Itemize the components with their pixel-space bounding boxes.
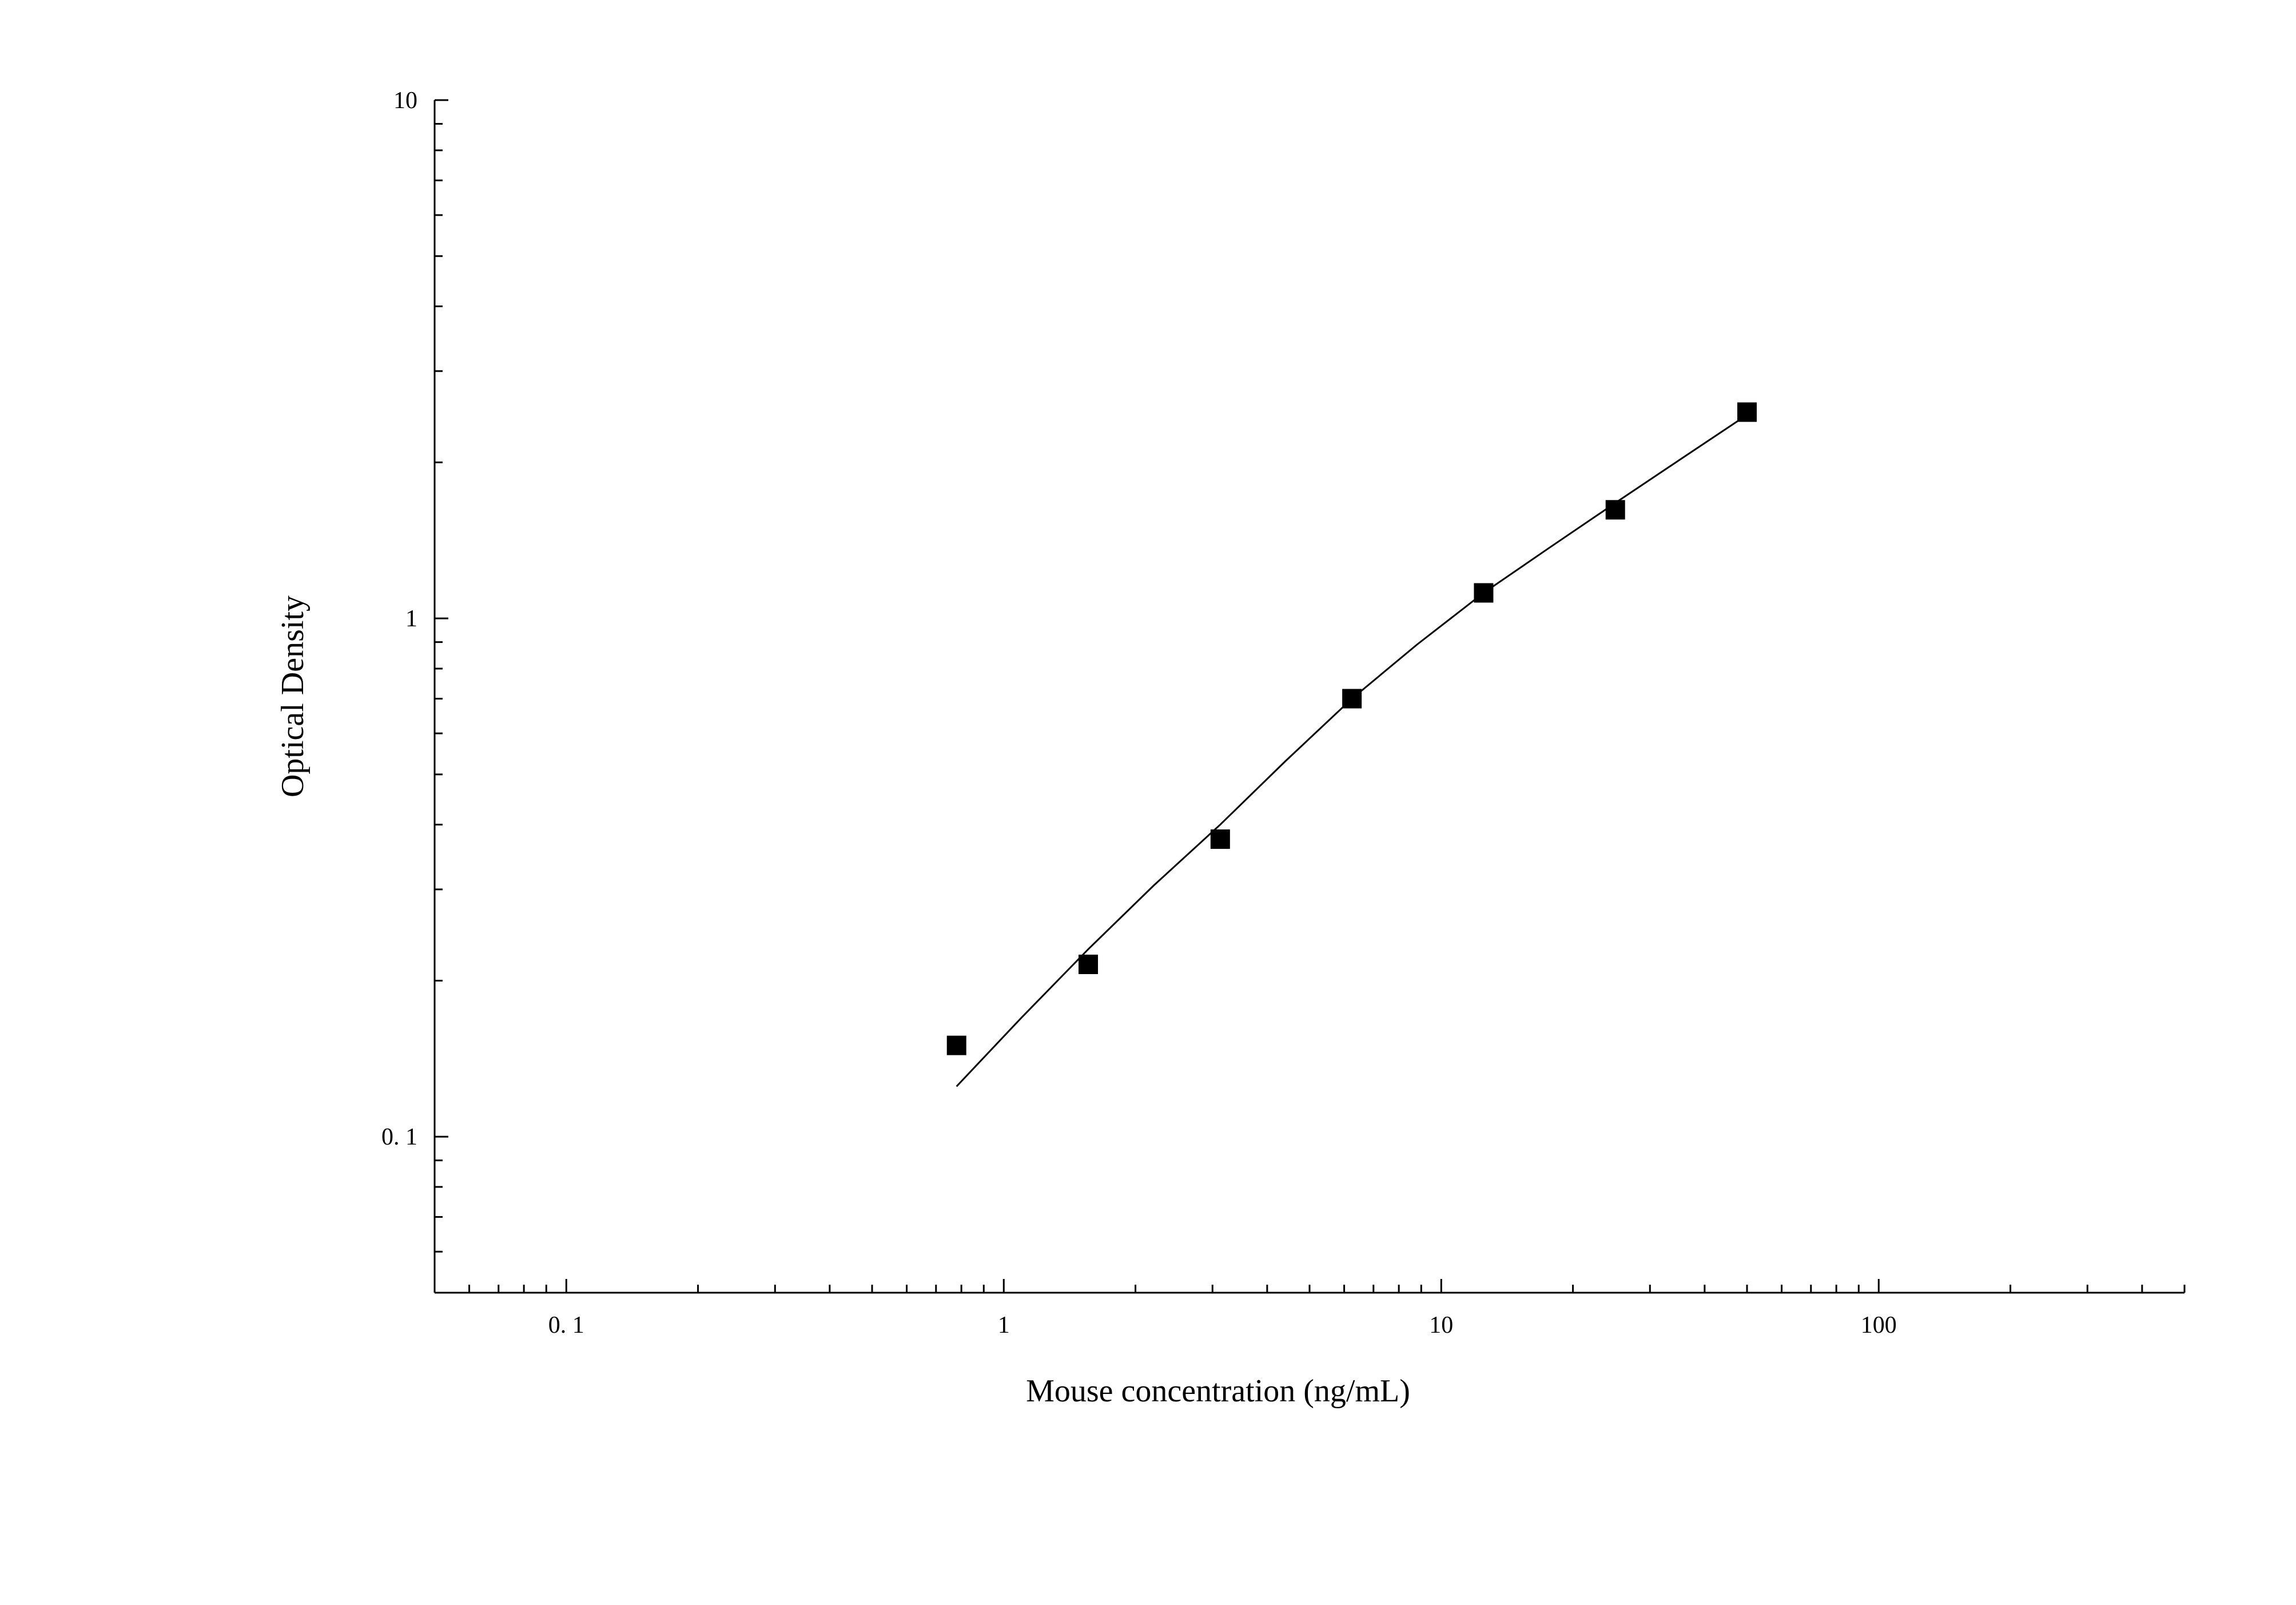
y-axis-label: Optical Density: [275, 595, 311, 797]
x-tick-label: 10: [1429, 1312, 1453, 1338]
chart-container: 0. 1 1 10 100 0. 1 1 10 Mouse concentration (n…: [0, 0, 2296, 1605]
y-tick-label: 10: [393, 88, 417, 114]
data-point-marker: [1474, 583, 1493, 603]
data-markers: [947, 403, 1757, 1055]
x-tick-label: 0. 1: [548, 1312, 584, 1338]
x-axis-label: Mouse concentration (ng/mL): [1026, 1373, 1410, 1409]
x-tick-label: 100: [1861, 1312, 1897, 1338]
data-point-marker: [1211, 829, 1230, 849]
scatter-chart: 0. 1 1 10 100 0. 1 1 10 Mouse concentration (n…: [0, 0, 2296, 1605]
y-tick-label: 1: [405, 606, 417, 632]
fit-curve: [957, 415, 1747, 1086]
data-point-marker: [1606, 500, 1625, 519]
data-point-marker: [1737, 403, 1757, 422]
data-point-marker: [1079, 955, 1098, 974]
x-tick-label: 1: [998, 1312, 1010, 1338]
axes: 0. 1 1 10 100 0. 1 1 10: [381, 88, 2184, 1338]
data-point-marker: [947, 1036, 966, 1055]
y-tick-label: 0. 1: [381, 1124, 417, 1150]
data-point-marker: [1342, 689, 1362, 708]
